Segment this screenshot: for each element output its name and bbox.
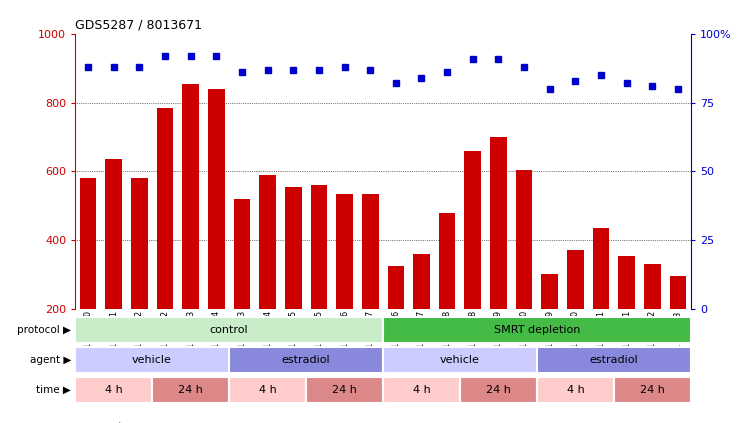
Text: 24 h: 24 h xyxy=(486,385,511,395)
Bar xyxy=(383,376,460,403)
Bar xyxy=(336,194,353,377)
Text: ■: ■ xyxy=(75,422,89,423)
Bar xyxy=(644,264,661,377)
Text: GDS5287 / 8013671: GDS5287 / 8013671 xyxy=(75,18,202,31)
Text: vehicle: vehicle xyxy=(132,355,172,365)
Bar xyxy=(593,228,610,377)
Bar xyxy=(464,151,481,377)
Bar xyxy=(362,194,379,377)
Bar xyxy=(182,84,199,377)
Bar xyxy=(614,376,691,403)
Text: 4 h: 4 h xyxy=(412,385,430,395)
Text: agent ▶: agent ▶ xyxy=(30,355,71,365)
Bar xyxy=(383,347,537,373)
Text: control: control xyxy=(210,325,249,335)
Bar xyxy=(306,376,383,403)
Bar xyxy=(460,376,537,403)
Bar xyxy=(229,376,306,403)
Text: vehicle: vehicle xyxy=(440,355,480,365)
Bar xyxy=(75,347,229,373)
Bar xyxy=(152,376,229,403)
Bar xyxy=(80,178,96,377)
Text: 24 h: 24 h xyxy=(332,385,357,395)
Bar xyxy=(537,347,691,373)
Text: estradiol: estradiol xyxy=(590,355,638,365)
Bar xyxy=(208,89,225,377)
Bar xyxy=(413,254,430,377)
Bar xyxy=(156,108,173,377)
Bar xyxy=(234,199,250,377)
Bar xyxy=(537,376,614,403)
Bar xyxy=(285,187,302,377)
Bar xyxy=(131,178,148,377)
Bar xyxy=(567,250,584,377)
Bar xyxy=(439,212,456,377)
Bar xyxy=(75,317,383,343)
Bar xyxy=(259,175,276,377)
Text: 4 h: 4 h xyxy=(258,385,276,395)
Bar xyxy=(388,266,404,377)
Text: 24 h: 24 h xyxy=(640,385,665,395)
Bar xyxy=(516,170,532,377)
Text: 24 h: 24 h xyxy=(178,385,203,395)
Text: protocol ▶: protocol ▶ xyxy=(17,325,71,335)
Text: 4 h: 4 h xyxy=(104,385,122,395)
Bar xyxy=(310,185,327,377)
Bar xyxy=(618,255,635,377)
Text: time ▶: time ▶ xyxy=(37,385,71,395)
Bar xyxy=(75,376,152,403)
Bar xyxy=(490,137,507,377)
Bar xyxy=(541,275,558,377)
Bar xyxy=(383,317,691,343)
Bar xyxy=(670,276,686,377)
Text: estradiol: estradiol xyxy=(282,355,330,365)
Bar xyxy=(229,347,383,373)
Text: 4 h: 4 h xyxy=(566,385,584,395)
Text: count: count xyxy=(92,422,123,423)
Text: SMRT depletion: SMRT depletion xyxy=(493,325,581,335)
Bar xyxy=(105,159,122,377)
